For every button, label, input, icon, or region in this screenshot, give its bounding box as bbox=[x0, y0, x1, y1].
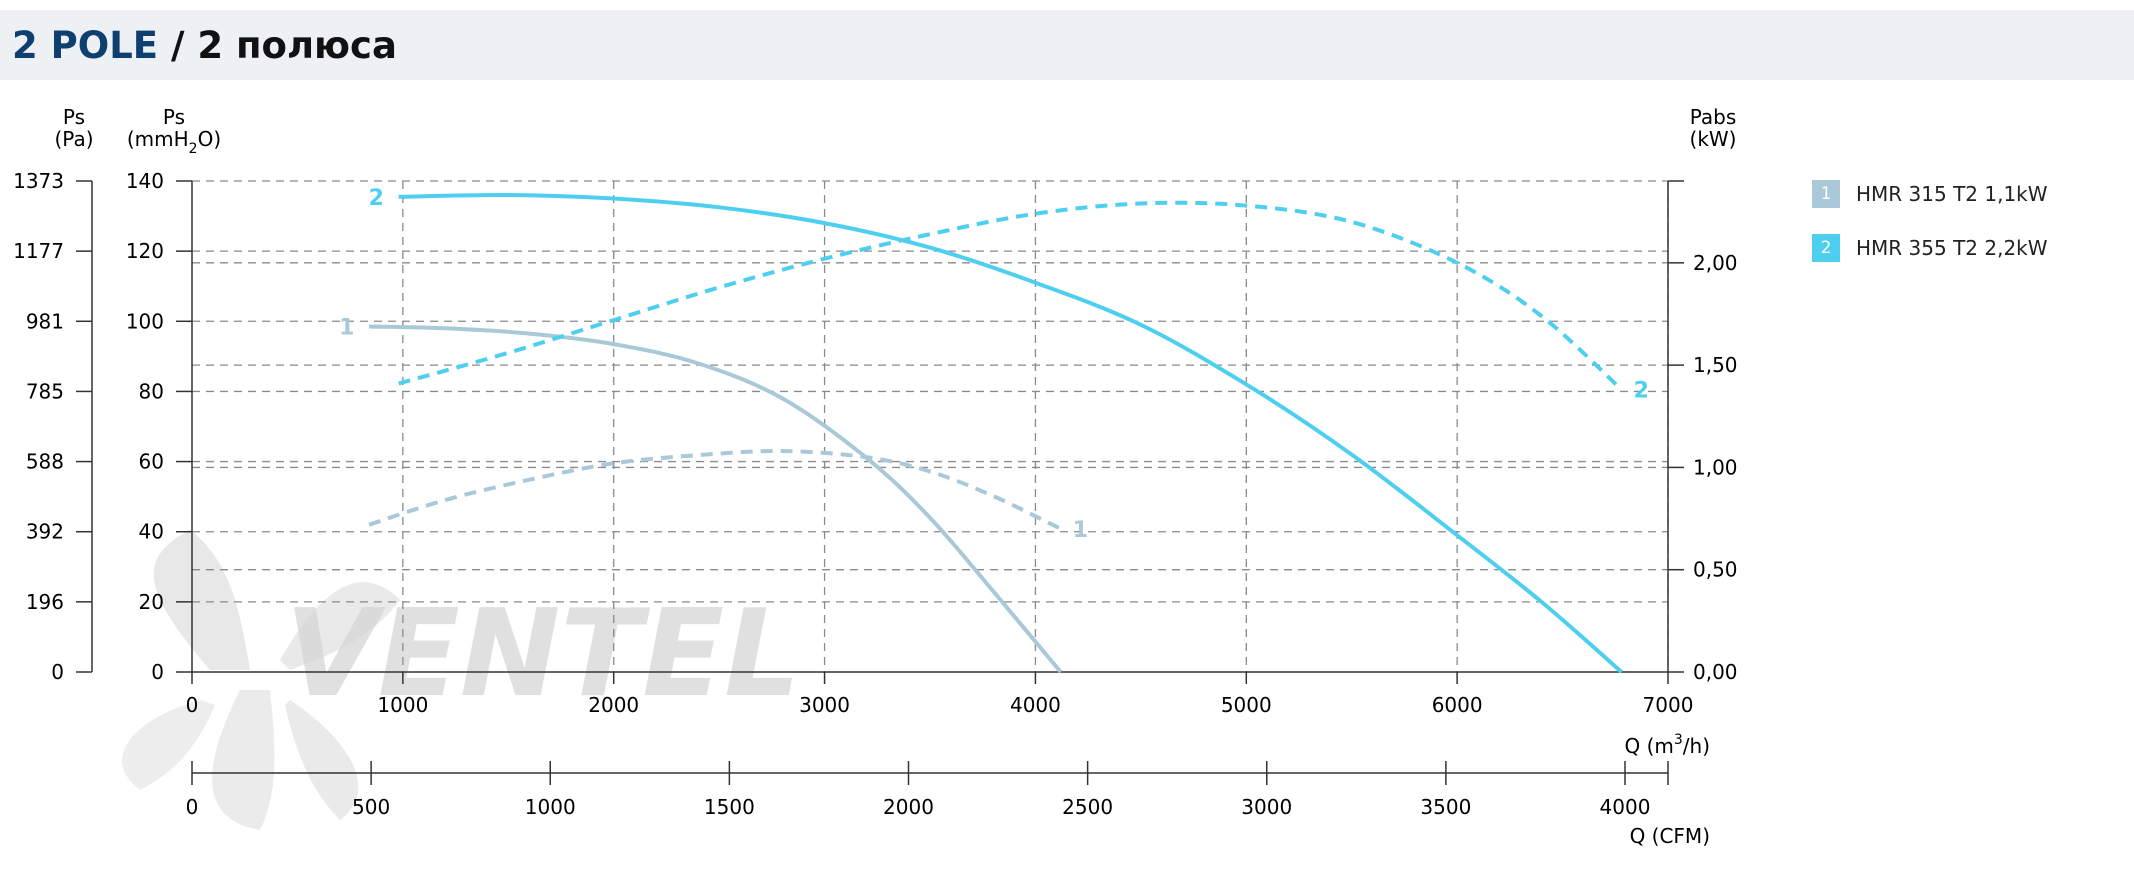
m3h-tick-label-1: 1000 bbox=[377, 693, 428, 717]
cfm-tick-label-1: 500 bbox=[352, 795, 390, 819]
series-2-power-line bbox=[398, 200, 1623, 392]
m3h-tick-label-5: 5000 bbox=[1221, 693, 1272, 717]
cfm-tick-label-3: 1500 bbox=[704, 795, 755, 819]
mmh2o-tick-label-6: 120 bbox=[126, 239, 164, 263]
mmh2o-tick-label-7: 140 bbox=[126, 169, 164, 193]
pa-tick-label-7: 1373 bbox=[13, 169, 64, 193]
page-title: 2 POLE / 2 полюса bbox=[12, 24, 397, 67]
mmh2o-tick-label-2: 40 bbox=[139, 520, 164, 544]
m3h-label-sup: 3 bbox=[1674, 732, 1683, 748]
kw-tick-label-0: 0,00 bbox=[1693, 660, 1738, 684]
pa-tick-label-1: 196 bbox=[26, 590, 64, 614]
title-accent: 2 POLE bbox=[12, 24, 159, 67]
cfm-tick-label-2: 1000 bbox=[525, 795, 576, 819]
series-1-power-line bbox=[368, 448, 1062, 531]
m3h-tick-label-2: 2000 bbox=[588, 693, 639, 717]
axis-labels: Ps (Pa) Ps (mmH2O) Pabs (kW) Q (m3/h) Q … bbox=[13, 105, 1737, 848]
mmh2o-label-sub: 2 bbox=[189, 141, 198, 157]
title-bar bbox=[0, 10, 2134, 80]
left-mmh2o-axis-title-2: (mmH2O) bbox=[127, 127, 221, 157]
series-1-pressure-marker: 1 bbox=[339, 316, 354, 341]
legend-swatch-2: 2 bbox=[1812, 234, 1840, 262]
m3h-label-pre: Q (m bbox=[1624, 734, 1673, 758]
pa-tick-label-6: 1177 bbox=[13, 239, 64, 263]
left-pa-axis-title-2: (Pa) bbox=[54, 127, 93, 151]
cfm-tick-label-8: 4000 bbox=[1600, 795, 1651, 819]
x-m3h-axis-title: Q (m3/h) bbox=[1624, 732, 1710, 758]
pa-tick-label-0: 0 bbox=[51, 660, 64, 684]
right-kw-axis-title-1: Pabs bbox=[1690, 105, 1737, 129]
legend-label-1: HMR 315 T2 1,1kW bbox=[1856, 182, 2048, 206]
x-cfm-axis-title: Q (CFM) bbox=[1630, 824, 1710, 848]
kw-tick-label-2: 1,00 bbox=[1693, 455, 1738, 479]
grid bbox=[192, 180, 1669, 672]
legend-label-2: HMR 355 T2 2,2kW bbox=[1856, 236, 2048, 260]
m3h-tick-label-0: 0 bbox=[186, 693, 199, 717]
series-2-power-marker: 2 bbox=[1634, 379, 1649, 404]
mmh2o-tick-label-5: 100 bbox=[126, 309, 164, 333]
pa-tick-label-3: 588 bbox=[26, 450, 64, 474]
left-pa-axis-title-1: Ps bbox=[63, 105, 85, 129]
mmh2o-tick-label-1: 20 bbox=[139, 590, 164, 614]
kw-tick-label-1: 0,50 bbox=[1693, 558, 1738, 582]
cfm-tick-label-6: 3000 bbox=[1241, 795, 1292, 819]
pa-tick-label-4: 785 bbox=[26, 379, 64, 403]
series-2-pressure-line bbox=[398, 192, 1623, 674]
mmh2o-tick-label-4: 80 bbox=[139, 379, 164, 403]
series-lines: 1 1 2 2 bbox=[339, 186, 1649, 674]
m3h-tick-label-7: 7000 bbox=[1643, 693, 1694, 717]
m3h-label-post: /h) bbox=[1683, 734, 1710, 758]
kw-tick-label-3: 1,50 bbox=[1693, 353, 1738, 377]
m3h-tick-label-6: 6000 bbox=[1432, 693, 1483, 717]
mmh2o-tick-label-3: 60 bbox=[139, 450, 164, 474]
m3h-tick-label-3: 3000 bbox=[799, 693, 850, 717]
mmh2o-label-post: O) bbox=[198, 127, 222, 151]
pa-tick-label-5: 981 bbox=[26, 309, 64, 333]
cfm-tick-label-7: 3500 bbox=[1420, 795, 1471, 819]
series-1-pressure-line bbox=[369, 324, 1063, 674]
watermark: VENTEL bbox=[122, 530, 801, 830]
fan-blades-icon bbox=[122, 530, 400, 830]
legend: 1 HMR 315 T2 1,1kW 2 HMR 355 T2 2,2kW bbox=[1812, 180, 2048, 288]
title-rest: / 2 полюса bbox=[158, 24, 397, 67]
legend-swatch-1: 1 bbox=[1812, 180, 1840, 208]
kw-tick-label-4: 2,00 bbox=[1693, 251, 1738, 275]
series-1-power-marker: 1 bbox=[1073, 518, 1088, 543]
mmh2o-tick-label-0: 0 bbox=[151, 660, 164, 684]
axes bbox=[76, 180, 1684, 785]
legend-item-1: 1 HMR 315 T2 1,1kW bbox=[1812, 180, 2048, 208]
cfm-tick-label-5: 2500 bbox=[1062, 795, 1113, 819]
cfm-tick-label-4: 2000 bbox=[883, 795, 934, 819]
m3h-tick-label-4: 4000 bbox=[1010, 693, 1061, 717]
legend-item-2: 2 HMR 355 T2 2,2kW bbox=[1812, 234, 2048, 262]
series-2-pressure-marker: 2 bbox=[369, 186, 384, 211]
watermark-text: VENTEL bbox=[285, 585, 801, 724]
right-kw-axis-title-2: (kW) bbox=[1690, 127, 1737, 151]
cfm-tick-label-0: 0 bbox=[186, 795, 199, 819]
pa-tick-label-2: 392 bbox=[26, 520, 64, 544]
mmh2o-label-pre: (mmH bbox=[127, 127, 189, 151]
left-mmh2o-axis-title-1: Ps bbox=[163, 105, 185, 129]
